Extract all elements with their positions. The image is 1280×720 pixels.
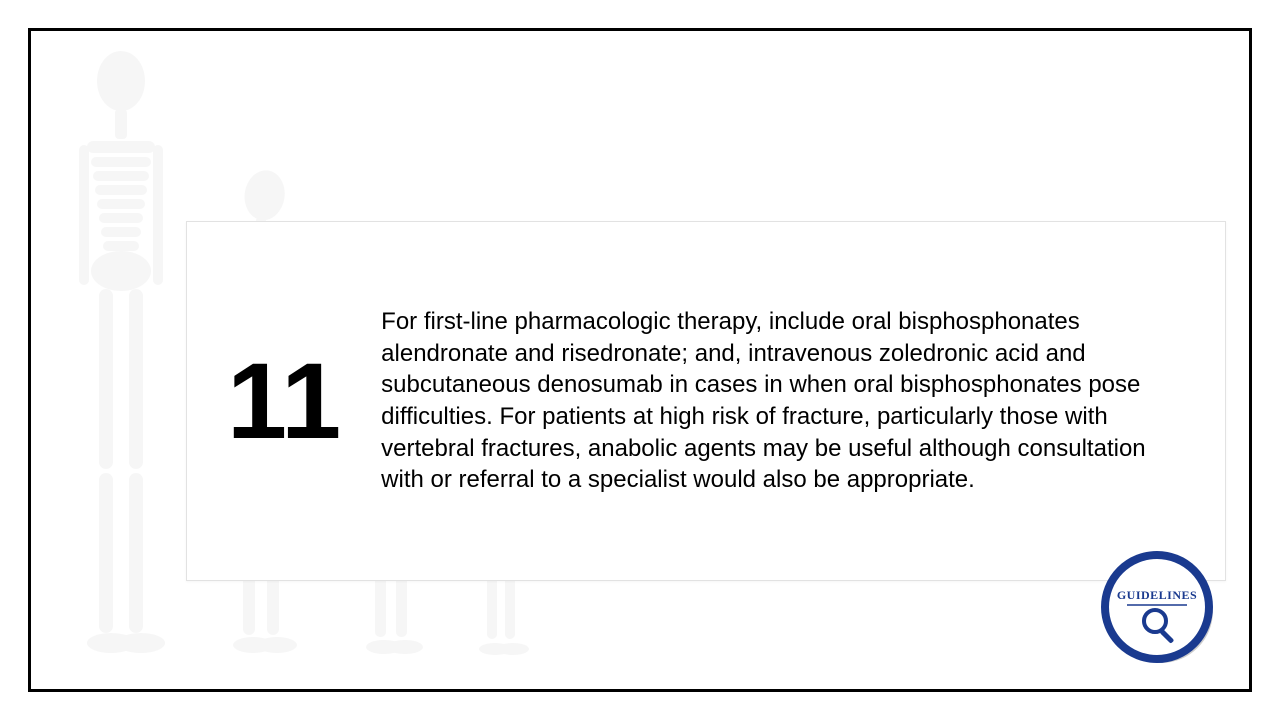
guidelines-badge-icon: GUIDELINES — [1099, 549, 1219, 669]
guidelines-badge: GUIDELINES — [1099, 549, 1219, 669]
slide-body-text: For first-line pharmacologic therapy, in… — [381, 306, 1185, 496]
badge-label: GUIDELINES — [1117, 588, 1197, 602]
content-card: 11 For first-line pharmacologic therapy,… — [186, 221, 1226, 581]
slide-frame: 11 For first-line pharmacologic therapy,… — [28, 28, 1252, 692]
skeleton-icon — [51, 41, 191, 661]
slide-number: 11 — [227, 347, 341, 455]
